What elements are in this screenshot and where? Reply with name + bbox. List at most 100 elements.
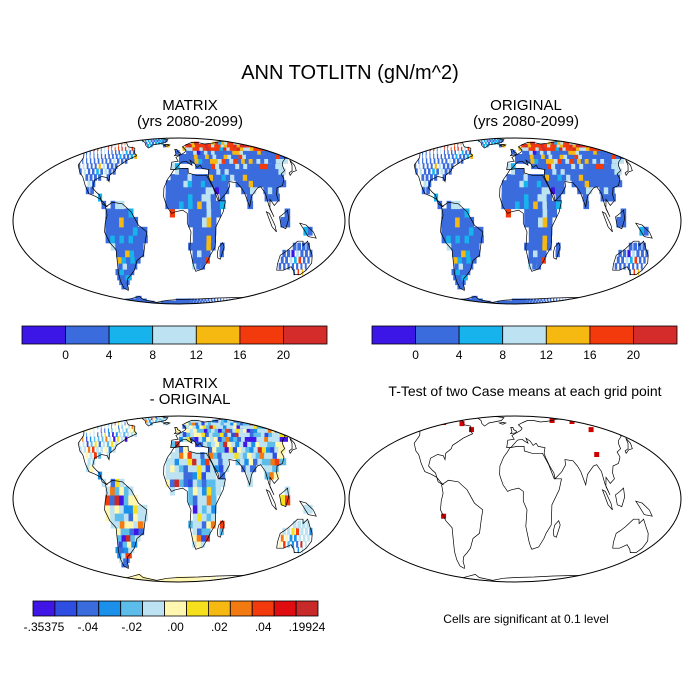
- grid-cell: [70, 144, 74, 148]
- grid-cell: [214, 150, 221, 155]
- grid-cell: [85, 452, 89, 459]
- grid-cell: [135, 303, 142, 304]
- grid-cell: [101, 303, 111, 304]
- grid-cell: [100, 432, 103, 437]
- grid-cell: [124, 520, 131, 529]
- grid-cell: [446, 200, 452, 210]
- grid-cell: [202, 504, 208, 514]
- grid-cell: [245, 300, 249, 303]
- grid-cell: [458, 150, 460, 155]
- grid-cell: [279, 436, 288, 442]
- grid-cell: [109, 216, 116, 228]
- grid-cell: [137, 302, 144, 304]
- grid-cell: [459, 208, 465, 218]
- grid-cell: [569, 158, 576, 164]
- grid-cell: [242, 174, 250, 181]
- grid-cell: [219, 163, 226, 170]
- grid-cell: [174, 446, 180, 453]
- grid-cell: [561, 158, 568, 164]
- grid-cell: [524, 193, 530, 202]
- grid-cell: [220, 168, 227, 175]
- grid-cell: [207, 298, 210, 302]
- grid-cell: [249, 446, 257, 453]
- grid-cell: [506, 302, 511, 304]
- grid-cell: [617, 144, 628, 148]
- grid-cell: [191, 576, 195, 580]
- grid-cell: [192, 504, 198, 514]
- grid-cell: [220, 200, 226, 210]
- panel-title-diff-line1: MATRIX: [162, 375, 218, 392]
- grid-cell: [241, 464, 248, 473]
- grid-cell: [275, 141, 286, 145]
- grid-cell: [507, 163, 512, 170]
- grid-cell: [96, 581, 106, 582]
- grid-cell: [179, 154, 184, 159]
- grid-cell: [126, 580, 133, 582]
- grid-cell: [548, 141, 555, 145]
- grid-cell: [423, 180, 427, 188]
- grid-cell: [561, 150, 568, 155]
- grid-cell: [229, 303, 232, 304]
- grid-cell: [304, 249, 308, 258]
- grid-cell: [265, 576, 269, 580]
- grid-cell: [593, 180, 600, 188]
- grid-cell: [286, 527, 291, 536]
- coastline-eurasia: [506, 417, 634, 496]
- grid-cell: [124, 242, 131, 251]
- grid-cell: [119, 269, 127, 276]
- grid-cell: [447, 141, 450, 145]
- grid-cell: [187, 452, 193, 459]
- grid-cell: [174, 471, 180, 480]
- grid-cell: [450, 144, 452, 148]
- grid-cell: [280, 576, 285, 580]
- grid-cell: [540, 303, 542, 304]
- grid-cell: [537, 256, 542, 264]
- grid-cell: [268, 300, 272, 303]
- grid-cell: [239, 163, 246, 170]
- grid-cell: [614, 168, 622, 175]
- grid-cell: [522, 154, 528, 159]
- grid-cell: [556, 200, 562, 210]
- grid-cell: [613, 146, 623, 151]
- grid-cell: [104, 424, 106, 429]
- grid-cell: [245, 464, 252, 473]
- grid-cell: [265, 422, 275, 426]
- grid-cell: [455, 303, 464, 304]
- grid-cell: [192, 200, 198, 210]
- grid-cell: [541, 180, 547, 188]
- grid-cell: [537, 249, 543, 258]
- grid-cell: [210, 242, 216, 251]
- grid-cell: [115, 154, 118, 159]
- grid-cell: [264, 580, 269, 582]
- grid-cell: [233, 303, 237, 304]
- grid-cell: [259, 174, 267, 181]
- grid-cell: [304, 541, 307, 548]
- grid-cell: [237, 158, 244, 164]
- grid-cell: [484, 303, 490, 304]
- grid-cell: [145, 581, 151, 582]
- grid-cell: [188, 193, 194, 202]
- grid-cell: [192, 424, 198, 429]
- grid-cell: [458, 263, 465, 270]
- grid-cell: [600, 158, 608, 164]
- grid-cell: [622, 298, 627, 302]
- grid-cell: [248, 580, 252, 582]
- grid-cell: [201, 478, 208, 488]
- grid-cell: [83, 578, 94, 581]
- grid-cell: [583, 298, 586, 302]
- grid-cell: [179, 186, 185, 195]
- colorbar-swatch: [76, 600, 100, 617]
- grid-cell: [97, 428, 98, 433]
- grid-cell: [167, 300, 172, 303]
- grid-cell: [308, 226, 313, 236]
- grid-cell: [220, 242, 225, 251]
- grid-cell: [644, 226, 649, 236]
- grid-cell: [453, 303, 461, 304]
- grid-cell: [627, 144, 638, 148]
- grid-cell: [467, 263, 474, 270]
- significant-cell: [588, 427, 594, 433]
- grid-cell: [233, 158, 240, 164]
- grid-cell: [185, 298, 189, 302]
- grid-cell: [488, 138, 491, 141]
- grid-cell: [256, 436, 264, 442]
